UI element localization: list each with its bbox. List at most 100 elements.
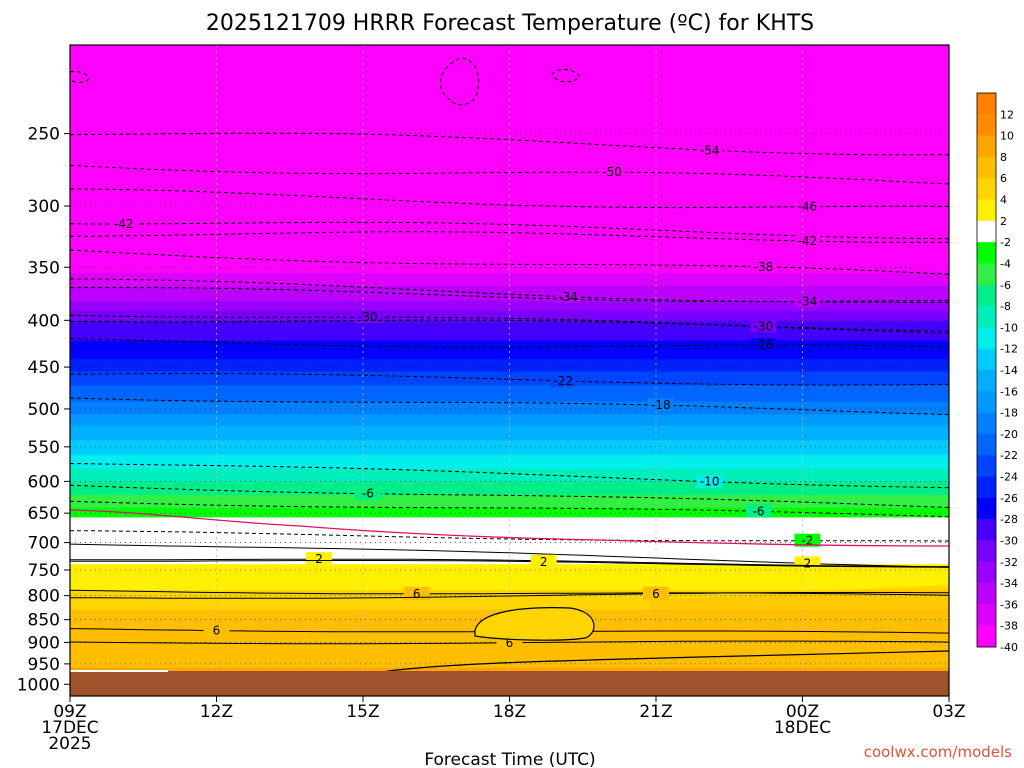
colorbar-label: -22	[1000, 449, 1018, 462]
contour-label: 2	[540, 555, 548, 569]
contour-label-bg	[750, 319, 777, 333]
colorbar-label: 4	[1000, 194, 1007, 207]
colorbar-label: -10	[1000, 321, 1018, 334]
contour-label-bg	[599, 165, 626, 179]
contour-label: -50	[602, 165, 622, 179]
contour-label: 2	[315, 552, 323, 566]
x-tick-label: 2025	[48, 734, 91, 754]
credit-text: coolwx.com/models	[864, 743, 1012, 761]
colorbar-label: -6	[1000, 279, 1011, 292]
surface-six-contour	[381, 650, 949, 673]
contour-label: -42	[114, 217, 134, 231]
colorbar-swatch	[977, 519, 996, 541]
y-tick-label: 600	[28, 472, 60, 492]
colorbar-swatch	[977, 540, 996, 563]
y-tick-label: 650	[28, 504, 60, 524]
colorbar-label: -36	[1000, 598, 1018, 611]
contour-label-bg	[794, 294, 821, 308]
contour-label: -6	[753, 504, 765, 518]
contour-label-bg	[643, 586, 669, 600]
colorbar-label: -24	[1000, 471, 1018, 484]
y-tick-label: 700	[28, 534, 60, 554]
colorbar-swatch	[977, 306, 996, 328]
colorbar-swatch	[977, 284, 996, 307]
colorbar-swatch	[977, 156, 996, 179]
colorbar-swatch	[977, 135, 996, 158]
contour-label-bg	[750, 337, 777, 351]
colorbar-label: 2	[1000, 215, 1007, 228]
y-tick-label: 400	[28, 311, 60, 331]
colorbar-swatch	[977, 497, 996, 520]
contour-label: -10	[700, 475, 720, 489]
y-tick-label: 750	[28, 561, 60, 581]
contour-label-bg	[794, 533, 821, 547]
contour-label-bg	[745, 504, 772, 518]
contour-label: 6	[506, 636, 514, 650]
colorbar-label: -4	[1000, 257, 1011, 270]
contour-label-bg	[696, 474, 723, 488]
contour-label: -30	[358, 310, 378, 324]
isotherm-line	[70, 560, 949, 568]
contour-label: 6	[413, 587, 421, 601]
colorbar-label: -16	[1000, 385, 1018, 398]
y-tick-label: 1000	[17, 675, 60, 695]
isotherm-line	[70, 558, 949, 568]
colorbar-swatch	[977, 561, 996, 584]
contour-label: -54	[700, 143, 720, 157]
contour-label-bg	[794, 199, 821, 213]
contour-label-bg	[696, 143, 723, 157]
contour-label: -22	[553, 374, 573, 388]
x-tick-label: 21Z	[639, 702, 672, 722]
x-tick-label: 15Z	[346, 702, 379, 722]
x-tick-label: 17DEC	[41, 718, 98, 738]
colorbar-swatch	[977, 348, 996, 371]
colorbar-swatch	[977, 625, 996, 648]
colorbar-label: -20	[1000, 428, 1018, 441]
isotherm-line	[70, 589, 949, 596]
x-tick-label: 00Z	[786, 702, 819, 722]
warm-bubble-contour	[474, 607, 595, 641]
contour-label: -46	[798, 200, 818, 214]
contour-label: -42	[798, 234, 818, 248]
x-tick-label: 12Z	[200, 702, 233, 722]
colorbar-swatch	[977, 433, 996, 456]
y-tick-label: 300	[28, 197, 60, 217]
contour-label-bg	[530, 554, 557, 568]
pink-freezing-line	[70, 509, 949, 547]
contour-label: -26	[754, 338, 774, 352]
colorbar-swatch	[977, 178, 996, 200]
colorbar-label: -12	[1000, 343, 1018, 356]
contour-label-bg	[550, 373, 577, 387]
colorbar-label: -30	[1000, 534, 1018, 547]
contour-label: 2	[804, 556, 812, 570]
y-tick-label: 350	[28, 258, 60, 278]
contour-label: -34	[798, 294, 818, 308]
colorbar-swatch	[977, 604, 996, 626]
colorbar-label: -8	[1000, 300, 1011, 313]
colorbar-swatch	[977, 327, 996, 349]
y-tick-label: 500	[28, 400, 60, 420]
y-tick-label: 550	[28, 438, 60, 458]
contour-label-bg	[203, 623, 230, 637]
colorbar-swatch	[977, 391, 996, 413]
colorbar-swatch	[977, 583, 996, 605]
colorbar-swatch	[977, 199, 996, 222]
y-axis: 2503003504004505005506006507007508008509…	[17, 125, 70, 695]
ground-below-surface	[70, 671, 949, 696]
colorbar-label: 8	[1000, 151, 1007, 164]
plot-area: -54-50-46-42-42-38-34 -34-30-30-26-22-18-…	[70, 45, 949, 696]
contour-label-bg	[403, 586, 430, 600]
contour-label: -18	[651, 398, 671, 412]
colorbar-label: 10	[1000, 130, 1014, 143]
x-tick-label: 03Z	[932, 702, 965, 722]
colorbar-swatch	[977, 412, 996, 435]
colorbar-swatch	[977, 242, 996, 264]
colorbar-swatch	[977, 220, 996, 243]
grid-lines	[70, 45, 949, 696]
colorbar-label: -40	[1000, 641, 1018, 654]
contour-label-bg	[647, 398, 674, 412]
y-tick-label: 900	[28, 633, 60, 653]
closed-contour-upper-2	[551, 69, 581, 83]
colorbar-label: -34	[1000, 577, 1018, 590]
